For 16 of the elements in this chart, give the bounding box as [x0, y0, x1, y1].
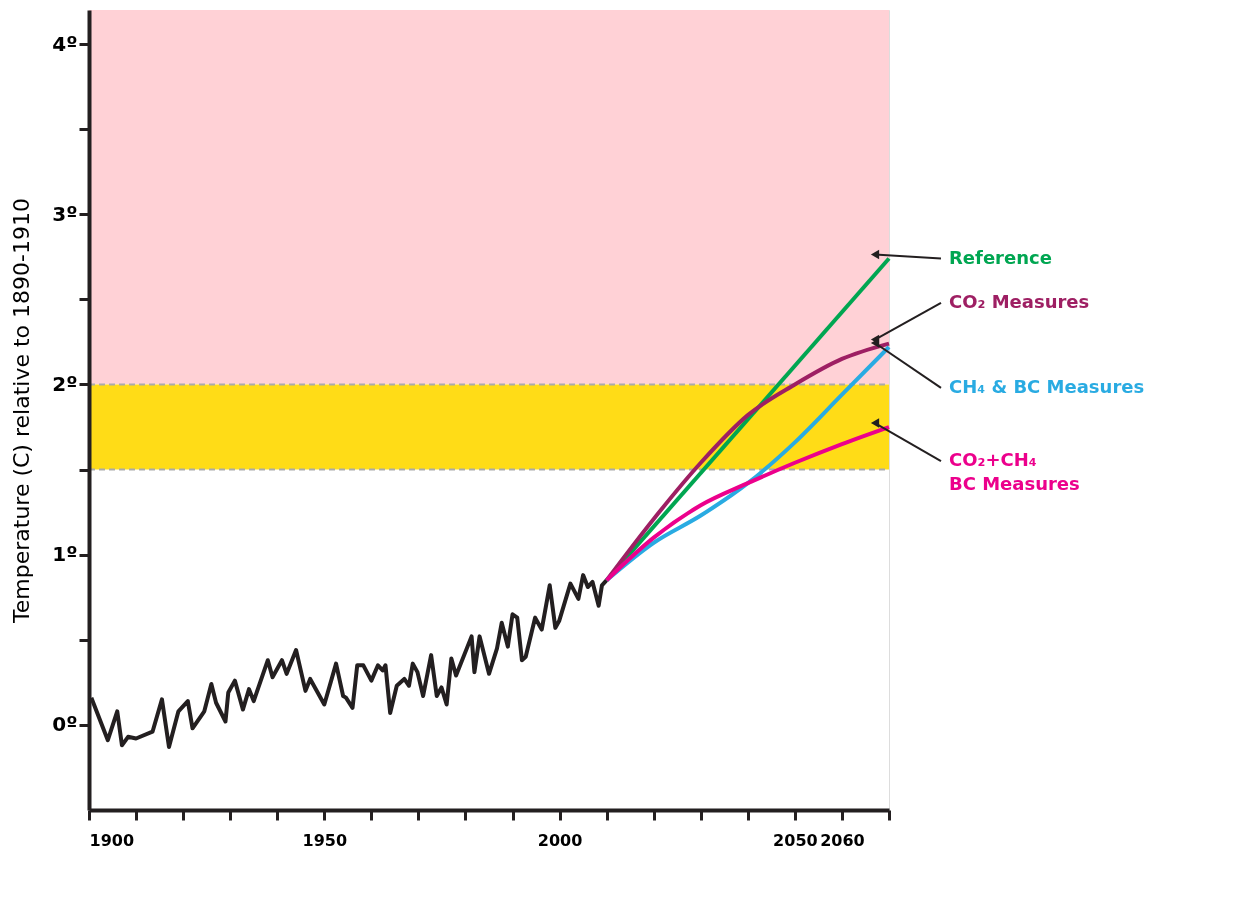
line-series — [604, 425, 891, 583]
y-tick-label: 0º — [52, 712, 78, 737]
x-tick-label: 1950 — [302, 830, 348, 850]
text: Reference — [949, 246, 1052, 268]
text: CO₂ Measures — [949, 290, 1090, 312]
x-tick-label: 2000 — [537, 830, 583, 850]
x-tick-label: 2060 — [820, 830, 865, 850]
y-tick-label: 2º — [52, 371, 78, 396]
text: CO₂+CH₄ BC Measures — [949, 449, 1080, 495]
x-tick-label: 1900 — [89, 830, 135, 850]
y-tick-label: 4º — [52, 31, 78, 56]
text: CH₄ & BC Measures — [949, 375, 1145, 397]
x-tick-label: 2050 — [773, 830, 818, 850]
y-axis-title: Temperature (C) relative to 1890-1910 — [9, 198, 35, 624]
y-tick-label: 3º — [52, 201, 78, 226]
y-tick-label: 1º — [52, 542, 78, 567]
